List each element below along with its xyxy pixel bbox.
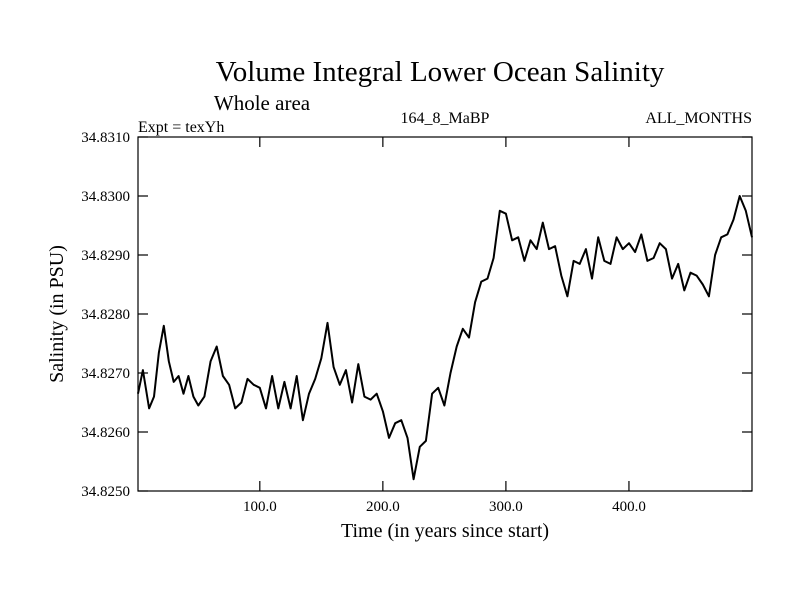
x-tick-label: 400.0 xyxy=(612,499,646,515)
x-axis: 100.0 200.0 300.0 400.0 xyxy=(243,137,646,515)
y-tick-label: 34.8260 xyxy=(81,425,130,441)
y-tick-label: 34.8250 xyxy=(81,484,130,500)
series-line xyxy=(137,195,753,481)
y-tick-label: 34.8310 xyxy=(81,130,130,146)
x-axis-label: Time (in years since start) xyxy=(341,520,549,542)
x-tick-label: 100.0 xyxy=(243,499,277,515)
annotation-left: Expt = texYh xyxy=(138,119,224,136)
plot-frame xyxy=(137,136,753,492)
annotation-right: ALL_MONTHS xyxy=(645,110,752,127)
chart-subtitle: Whole area xyxy=(214,91,311,115)
annotation-center: 164_8_MaBP xyxy=(401,110,490,127)
y-tick-label: 34.8270 xyxy=(81,366,130,382)
y-axis-label: Salinity (in PSU) xyxy=(46,245,68,383)
y-tick-label: 34.8300 xyxy=(81,189,130,205)
y-tick-label: 34.8280 xyxy=(81,307,130,323)
y-axis: 34.8250 34.8260 34.8270 34.8280 34.8290 34.83… xyxy=(81,130,752,500)
x-tick-label: 200.0 xyxy=(366,499,400,515)
y-tick-label: 34.8290 xyxy=(81,248,130,264)
x-tick-label: 300.0 xyxy=(489,499,523,515)
chart-title: Volume Integral Lower Ocean Salinity xyxy=(216,56,665,88)
